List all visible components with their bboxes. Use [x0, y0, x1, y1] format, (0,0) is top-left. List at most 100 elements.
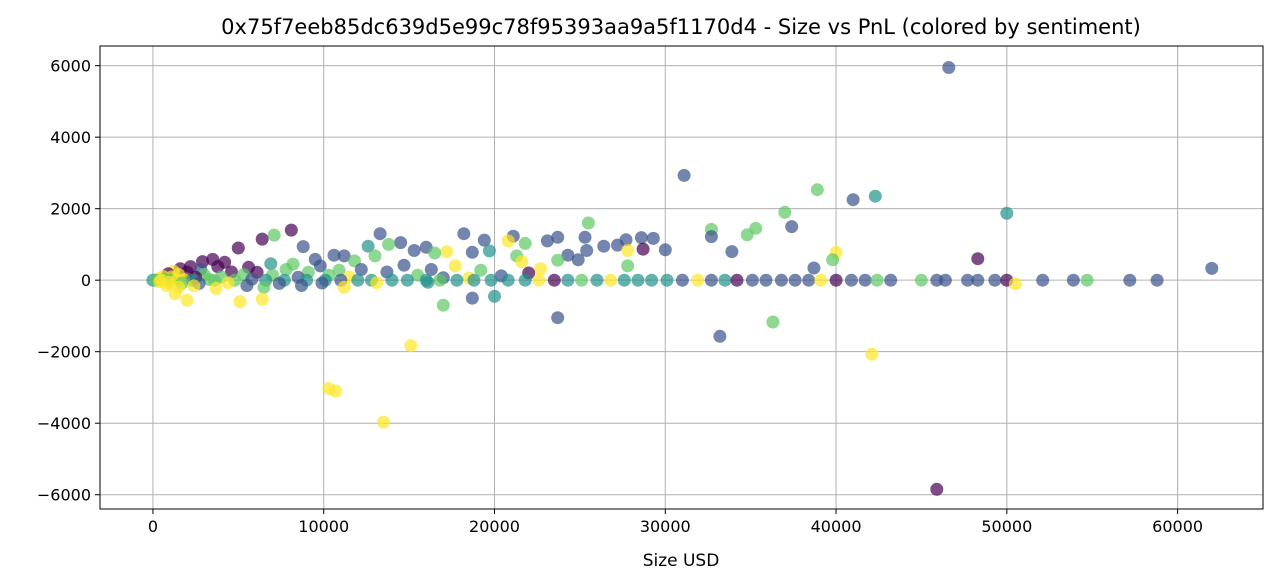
- data-point: [315, 276, 329, 290]
- data-point: [329, 384, 343, 398]
- y-tick-label: 0: [81, 271, 91, 290]
- data-point: [621, 244, 635, 257]
- data-point: [561, 273, 575, 287]
- data-point: [942, 61, 956, 74]
- data-point: [221, 276, 235, 290]
- data-point: [829, 273, 843, 287]
- data-point: [534, 262, 548, 276]
- data-point: [590, 273, 604, 287]
- data-point: [436, 298, 450, 312]
- data-point: [231, 241, 245, 255]
- data-point: [515, 255, 529, 269]
- data-point: [272, 276, 286, 290]
- data-point: [865, 347, 879, 361]
- data-point: [180, 293, 194, 307]
- data-point: [597, 239, 611, 253]
- data-point: [540, 234, 554, 248]
- data-point: [938, 273, 952, 287]
- data-point: [255, 232, 269, 246]
- data-point: [332, 263, 346, 277]
- data-point: [373, 227, 387, 241]
- data-point: [971, 252, 985, 266]
- data-point: [474, 263, 488, 277]
- data-point: [465, 245, 479, 259]
- data-point: [611, 238, 624, 252]
- data-point: [1205, 261, 1219, 275]
- x-tick-label: 50000: [981, 517, 1032, 536]
- data-point: [870, 273, 884, 287]
- data-point: [604, 273, 618, 287]
- data-point: [571, 253, 585, 267]
- data-point: [264, 257, 278, 271]
- data-point: [766, 315, 780, 329]
- data-point: [532, 273, 546, 287]
- data-point: [209, 281, 223, 295]
- data-point: [884, 273, 898, 287]
- data-point: [327, 248, 341, 262]
- x-tick-label: 40000: [811, 517, 862, 536]
- y-tick-label: −4000: [37, 414, 91, 433]
- data-point: [465, 291, 479, 305]
- data-point: [660, 273, 674, 287]
- data-point: [802, 273, 816, 287]
- data-point: [488, 289, 501, 303]
- data-point: [691, 273, 705, 287]
- data-point: [448, 259, 462, 273]
- data-point: [778, 205, 792, 219]
- data-point: [440, 245, 454, 259]
- y-tick-label: 2000: [50, 200, 91, 219]
- data-point: [187, 279, 201, 293]
- data-point: [394, 236, 408, 250]
- data-point: [279, 263, 293, 276]
- data-point: [160, 279, 174, 292]
- data-point: [354, 263, 368, 276]
- data-point: [255, 292, 269, 306]
- data-point: [467, 273, 481, 287]
- data-point: [397, 258, 411, 272]
- data-point: [971, 273, 985, 287]
- data-point: [621, 259, 635, 273]
- data-point: [551, 311, 565, 325]
- data-point: [740, 228, 754, 242]
- data-point: [1150, 273, 1164, 287]
- data-point: [428, 246, 442, 260]
- x-axis-label: Size USD: [643, 551, 720, 571]
- data-point: [400, 273, 414, 287]
- data-point: [1080, 273, 1094, 287]
- data-point: [313, 259, 327, 273]
- data-point: [284, 223, 298, 237]
- data-point: [645, 273, 659, 287]
- data-point: [337, 249, 351, 263]
- data-point: [634, 231, 648, 245]
- data-point: [868, 189, 882, 203]
- data-points: [146, 61, 1219, 496]
- x-tick-label: 60000: [1152, 517, 1203, 536]
- data-point: [424, 263, 438, 276]
- x-tick-label: 20000: [469, 517, 520, 536]
- data-point: [774, 273, 788, 287]
- y-tick-label: 6000: [50, 57, 91, 76]
- data-point: [267, 228, 281, 242]
- data-point: [168, 287, 182, 301]
- data-point: [1000, 206, 1014, 220]
- data-point: [914, 273, 928, 287]
- data-point: [578, 230, 592, 244]
- data-point: [1066, 273, 1080, 287]
- data-point: [240, 279, 254, 292]
- data-point: [745, 273, 759, 287]
- plot-frame: [99, 45, 1264, 510]
- data-point: [617, 273, 631, 287]
- data-point: [382, 237, 396, 251]
- data-point: [433, 273, 447, 287]
- data-point: [404, 339, 418, 353]
- data-point: [658, 243, 672, 257]
- data-point: [518, 273, 532, 287]
- data-point: [988, 273, 1002, 287]
- data-point: [370, 276, 384, 290]
- data-point: [759, 273, 773, 287]
- data-point: [785, 220, 799, 234]
- data-point: [858, 273, 872, 287]
- data-point: [788, 273, 802, 287]
- data-point: [368, 249, 382, 263]
